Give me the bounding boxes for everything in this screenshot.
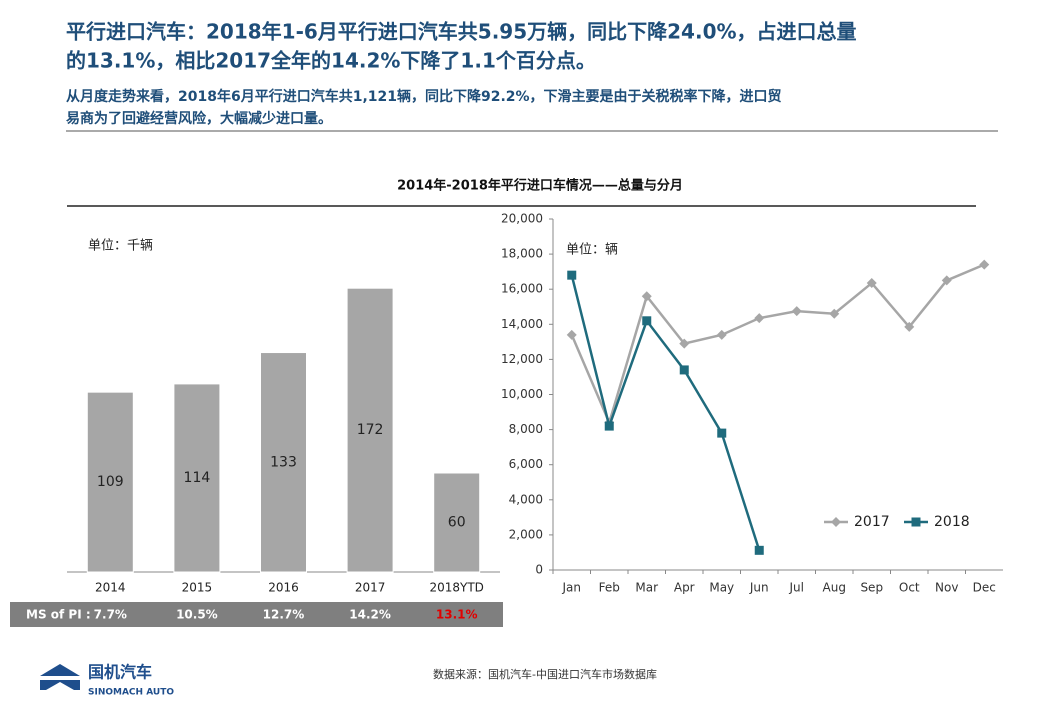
legend-label: 2017: [854, 514, 890, 530]
bar: [433, 472, 481, 573]
unit-label: 单位：千辆: [88, 239, 153, 254]
ms-value: 10.5%: [176, 608, 218, 622]
point: [829, 308, 840, 319]
point: [904, 321, 915, 332]
y-tick-label: 18,000: [501, 247, 543, 261]
x-tick-label: 2018YTD: [429, 581, 483, 595]
y-tick-label: 10,000: [501, 387, 543, 401]
bar: [173, 383, 221, 573]
data-label: 109: [97, 474, 124, 490]
legend-label: 2018: [934, 514, 970, 530]
ms-value: 7.7%: [94, 608, 127, 622]
series-line: [570, 263, 985, 427]
data-label: 114: [184, 470, 211, 486]
point: [941, 275, 952, 286]
y-tick-label: 16,000: [501, 282, 543, 296]
point: [754, 313, 765, 324]
point: [791, 306, 802, 317]
headline: 平行进口汽车：2018年1-6月平行进口汽车共5.95万辆，同比下降24.0%，…: [66, 20, 857, 44]
bar: [346, 287, 394, 573]
x-tick-label: 2015: [182, 581, 213, 595]
logo-subname: SINOMACH AUTO: [88, 688, 174, 698]
headline: 的13.1%，相比2017全年的14.2%下降了1.1个百分点。: [66, 49, 596, 73]
data-label: 60: [448, 515, 466, 531]
x-tick-label: Aug: [823, 581, 846, 595]
y-tick-label: 0: [535, 563, 543, 577]
logo-mark: [40, 664, 80, 690]
point: [716, 329, 727, 340]
logo-mark: [46, 682, 74, 690]
logo: 国机汽车 SINOMACH AUTO: [40, 663, 174, 698]
x-tick-label: 2016: [268, 581, 299, 595]
x-tick-label: Apr: [674, 581, 695, 595]
y-tick-label: 4,000: [509, 492, 543, 506]
point: [566, 329, 577, 340]
legend-marker: [911, 517, 921, 527]
section-title: 2014年-2018年平行进口车情况——总量与分月: [397, 178, 683, 194]
x-tick-label: Jul: [789, 581, 804, 595]
x-tick-label: 2014: [95, 581, 126, 595]
point: [641, 291, 652, 302]
x-tick-label: Jan: [562, 581, 582, 595]
point: [679, 365, 689, 375]
x-tick-label: Oct: [899, 581, 920, 595]
legend-marker: [831, 517, 841, 527]
x-tick-label: Mar: [635, 581, 658, 595]
x-tick-label: Dec: [973, 581, 996, 595]
x-tick-label: Sep: [860, 581, 883, 595]
source: 数据来源：国机汽车-中国进口汽车市场数据库: [433, 667, 657, 681]
series-line: [570, 274, 761, 551]
point: [866, 278, 877, 289]
y-tick-label: 20,000: [501, 212, 543, 226]
logo-name: 国机汽车: [88, 663, 152, 682]
point: [979, 259, 990, 270]
x-tick-label: Nov: [935, 581, 958, 595]
x-tick-label: May: [709, 581, 734, 595]
ms-value: 14.2%: [349, 608, 391, 622]
point: [717, 428, 727, 438]
subhead: 易商为了回避经营风险，大幅减少进口量。: [66, 110, 332, 127]
y-tick-label: 14,000: [501, 317, 543, 331]
ms-value: 13.1%: [436, 608, 478, 622]
point: [604, 421, 614, 431]
subhead: 从月度走势来看，2018年6月平行进口汽车共1,121辆，同比下降92.2%，下…: [66, 88, 782, 105]
bar: [260, 352, 307, 573]
x-tick-label: 2017: [355, 581, 386, 595]
unit-label: 单位：辆: [566, 243, 618, 258]
ms-label: MS of PI :: [26, 608, 91, 622]
y-tick-label: 6,000: [509, 457, 543, 471]
point: [567, 270, 577, 280]
point: [642, 316, 652, 326]
ms-row: [10, 602, 503, 627]
point: [679, 338, 690, 349]
point: [754, 545, 764, 555]
y-tick-label: 12,000: [501, 352, 543, 366]
data-label: 172: [357, 422, 384, 438]
y-tick-label: 2,000: [509, 527, 543, 541]
x-tick-label: Feb: [599, 581, 620, 595]
x-tick-label: Jun: [749, 581, 769, 595]
data-label: 133: [270, 454, 297, 470]
bar: [86, 391, 134, 573]
y-tick-label: 8,000: [509, 422, 543, 436]
ms-value: 12.7%: [263, 608, 305, 622]
